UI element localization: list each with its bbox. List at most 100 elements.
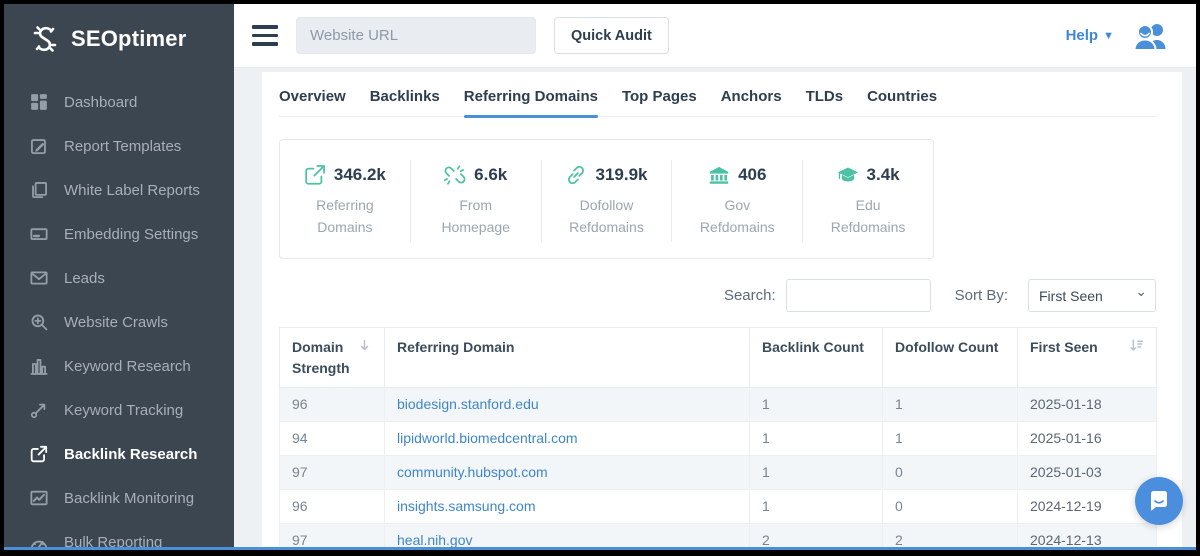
- cell-dofollow-count: 0: [882, 455, 1018, 490]
- stat-value: 406: [738, 165, 767, 184]
- cell-first-seen: 2024-12-19: [1017, 489, 1157, 524]
- cell-first-seen: 2025-01-03: [1017, 455, 1157, 490]
- tab-countries[interactable]: Countries: [867, 88, 938, 105]
- brand-name: SEOptimer: [71, 26, 187, 51]
- cell-backlink-count: 1: [749, 421, 883, 456]
- backlink-monitoring-icon: [30, 489, 48, 507]
- cell-first-seen: 2024-12-13: [1017, 523, 1157, 550]
- sidebar-item-bulk-reporting[interactable]: Bulk Reporting: [4, 520, 234, 551]
- topbar: Quick Audit Help ▼: [234, 4, 1196, 68]
- sidebar-item-backlink-monitoring[interactable]: Backlink Monitoring: [4, 476, 234, 520]
- cell-referring-domain: biodesign.stanford.edu: [384, 387, 750, 422]
- content-panel: Overview Backlinks Referring Domains Top Pa…: [262, 72, 1182, 550]
- sidebar-nav: Dashboard Report Templates White Label R…: [4, 80, 234, 551]
- stat-value: 319.9k: [595, 165, 648, 184]
- cell-domain-strength: 97: [279, 455, 385, 490]
- external-link-icon: [304, 164, 326, 186]
- sidebar-item-website-crawls[interactable]: Website Crawls: [4, 300, 234, 344]
- search-input[interactable]: [785, 279, 931, 313]
- column-header-domain-strength[interactable]: Domain Strength: [279, 327, 385, 388]
- bulk-reporting-icon: [30, 533, 48, 550]
- tab-referring-domains[interactable]: Referring Domains: [463, 88, 599, 118]
- bottom-progress-line: [4, 547, 1196, 550]
- referring-domains-table: Domain Strength Referring Domain Backlink …: [279, 327, 1157, 550]
- tab-top-pages[interactable]: Top Pages: [621, 88, 697, 105]
- referring-domain-link[interactable]: biodesign.stanford.edu: [397, 396, 539, 413]
- cell-dofollow-count: 2: [882, 523, 1018, 550]
- column-header-dofollow-count[interactable]: Dofollow Count: [882, 327, 1018, 388]
- stats-summary-card: 346.2k Referring Domains 6.6k From Homep…: [279, 139, 934, 260]
- cell-domain-strength: 96: [279, 387, 385, 422]
- sidebar-item-dashboard[interactable]: Dashboard: [4, 80, 234, 124]
- sidebar-item-label: Dashboard: [64, 93, 138, 111]
- tab-tlds[interactable]: TLDs: [805, 88, 844, 105]
- cell-first-seen: 2025-01-16: [1017, 421, 1157, 456]
- sidebar-item-label: Bulk Reporting: [64, 533, 163, 551]
- tab-overview[interactable]: Overview: [279, 88, 346, 105]
- referring-domain-link[interactable]: lipidworld.biomedcentral.com: [397, 430, 578, 447]
- quick-audit-button[interactable]: Quick Audit: [554, 17, 669, 54]
- website-crawls-icon: [30, 313, 48, 331]
- sidebar-item-leads[interactable]: Leads: [4, 256, 234, 300]
- cell-backlink-count: 1: [749, 489, 883, 524]
- stat-label: From Homepage: [441, 197, 510, 235]
- stat-value: 3.4k: [866, 165, 900, 184]
- website-url-input[interactable]: [296, 17, 536, 54]
- brand-logo[interactable]: SEOptimer: [4, 4, 234, 70]
- sidebar-item-backlink-research[interactable]: Backlink Research: [4, 432, 234, 476]
- sidebar-item-label: Report Templates: [64, 137, 182, 155]
- sidebar-item-embedding-settings[interactable]: Embedding Settings: [4, 212, 234, 256]
- stat-value: 346.2k: [333, 165, 386, 184]
- sidebar-item-label: White Label Reports: [64, 181, 200, 199]
- sidebar-item-label: Embedding Settings: [64, 225, 199, 243]
- backlink-research-icon: [30, 445, 48, 463]
- cell-dofollow-count: 1: [882, 421, 1018, 456]
- sort-by-wrapper: First Seen: [1028, 279, 1156, 313]
- chat-widget-button[interactable]: [1135, 477, 1183, 525]
- sidebar-item-label: Leads: [64, 269, 105, 287]
- sidebar-item-label: Keyword Research: [64, 357, 191, 375]
- column-header-first-seen[interactable]: First Seen: [1017, 327, 1157, 388]
- main-area: Quick Audit Help ▼ Overview Backlinks Refe…: [234, 4, 1196, 550]
- stat-edu-refdomains: 3.4k Edu Refdomains: [803, 160, 933, 242]
- page-background: Overview Backlinks Referring Domains Top Pa…: [234, 68, 1196, 550]
- table-row: 97 community.hubspot.com 1 0 2025-01-03: [279, 455, 1157, 490]
- sidebar-item-keyword-tracking[interactable]: Keyword Tracking: [4, 388, 234, 432]
- cell-first-seen: 2025-01-18: [1017, 387, 1157, 422]
- sort-by-select[interactable]: First Seen: [1028, 279, 1156, 313]
- dashboard-icon: [30, 93, 48, 111]
- referring-domain-link[interactable]: heal.nih.gov: [397, 532, 473, 549]
- cell-domain-strength: 94: [279, 421, 385, 456]
- stat-value: 6.6k: [474, 165, 508, 184]
- cell-dofollow-count: 0: [882, 489, 1018, 524]
- cell-referring-domain: heal.nih.gov: [384, 523, 750, 550]
- keyword-research-icon: [30, 357, 48, 375]
- sidebar-item-keyword-research[interactable]: Keyword Research: [4, 344, 234, 388]
- cell-referring-domain: insights.samsung.com: [384, 489, 750, 524]
- users-icon[interactable]: [1132, 21, 1170, 51]
- help-menu[interactable]: Help ▼: [1066, 27, 1114, 44]
- table-controls: Search: Sort By: First Seen: [279, 279, 1156, 313]
- stat-referring-domains: 346.2k Referring Domains: [280, 160, 411, 243]
- tab-anchors[interactable]: Anchors: [720, 88, 782, 105]
- report-tabs: Overview Backlinks Referring Domains Top Pa…: [279, 72, 1156, 118]
- sidebar-item-white-label-reports[interactable]: White Label Reports: [4, 168, 234, 212]
- chat-bubble-icon: [1151, 491, 1167, 511]
- table-row: 96 biodesign.stanford.edu 1 1 2025-01-18: [279, 387, 1157, 422]
- search-label: Search:: [723, 287, 776, 305]
- referring-domain-link[interactable]: insights.samsung.com: [397, 498, 536, 515]
- stat-label: Edu Refdomains: [830, 197, 906, 235]
- column-header-backlink-count[interactable]: Backlink Count: [749, 327, 883, 388]
- referring-domain-link[interactable]: community.hubspot.com: [397, 464, 548, 481]
- column-header-referring-domain[interactable]: Referring Domain: [384, 327, 750, 388]
- stat-label: Gov Refdomains: [699, 197, 775, 235]
- stat-dofollow-refdomains: 319.9k Dofollow Refdomains: [542, 160, 673, 243]
- broken-link-icon: [443, 164, 466, 186]
- stat-from-homepage: 6.6k From Homepage: [411, 160, 542, 243]
- arrow-down-icon: [357, 338, 372, 353]
- help-label: Help: [1065, 27, 1099, 44]
- tab-backlinks[interactable]: Backlinks: [369, 88, 440, 105]
- sidebar-item-report-templates[interactable]: Report Templates: [4, 124, 234, 168]
- menu-icon[interactable]: [252, 25, 278, 46]
